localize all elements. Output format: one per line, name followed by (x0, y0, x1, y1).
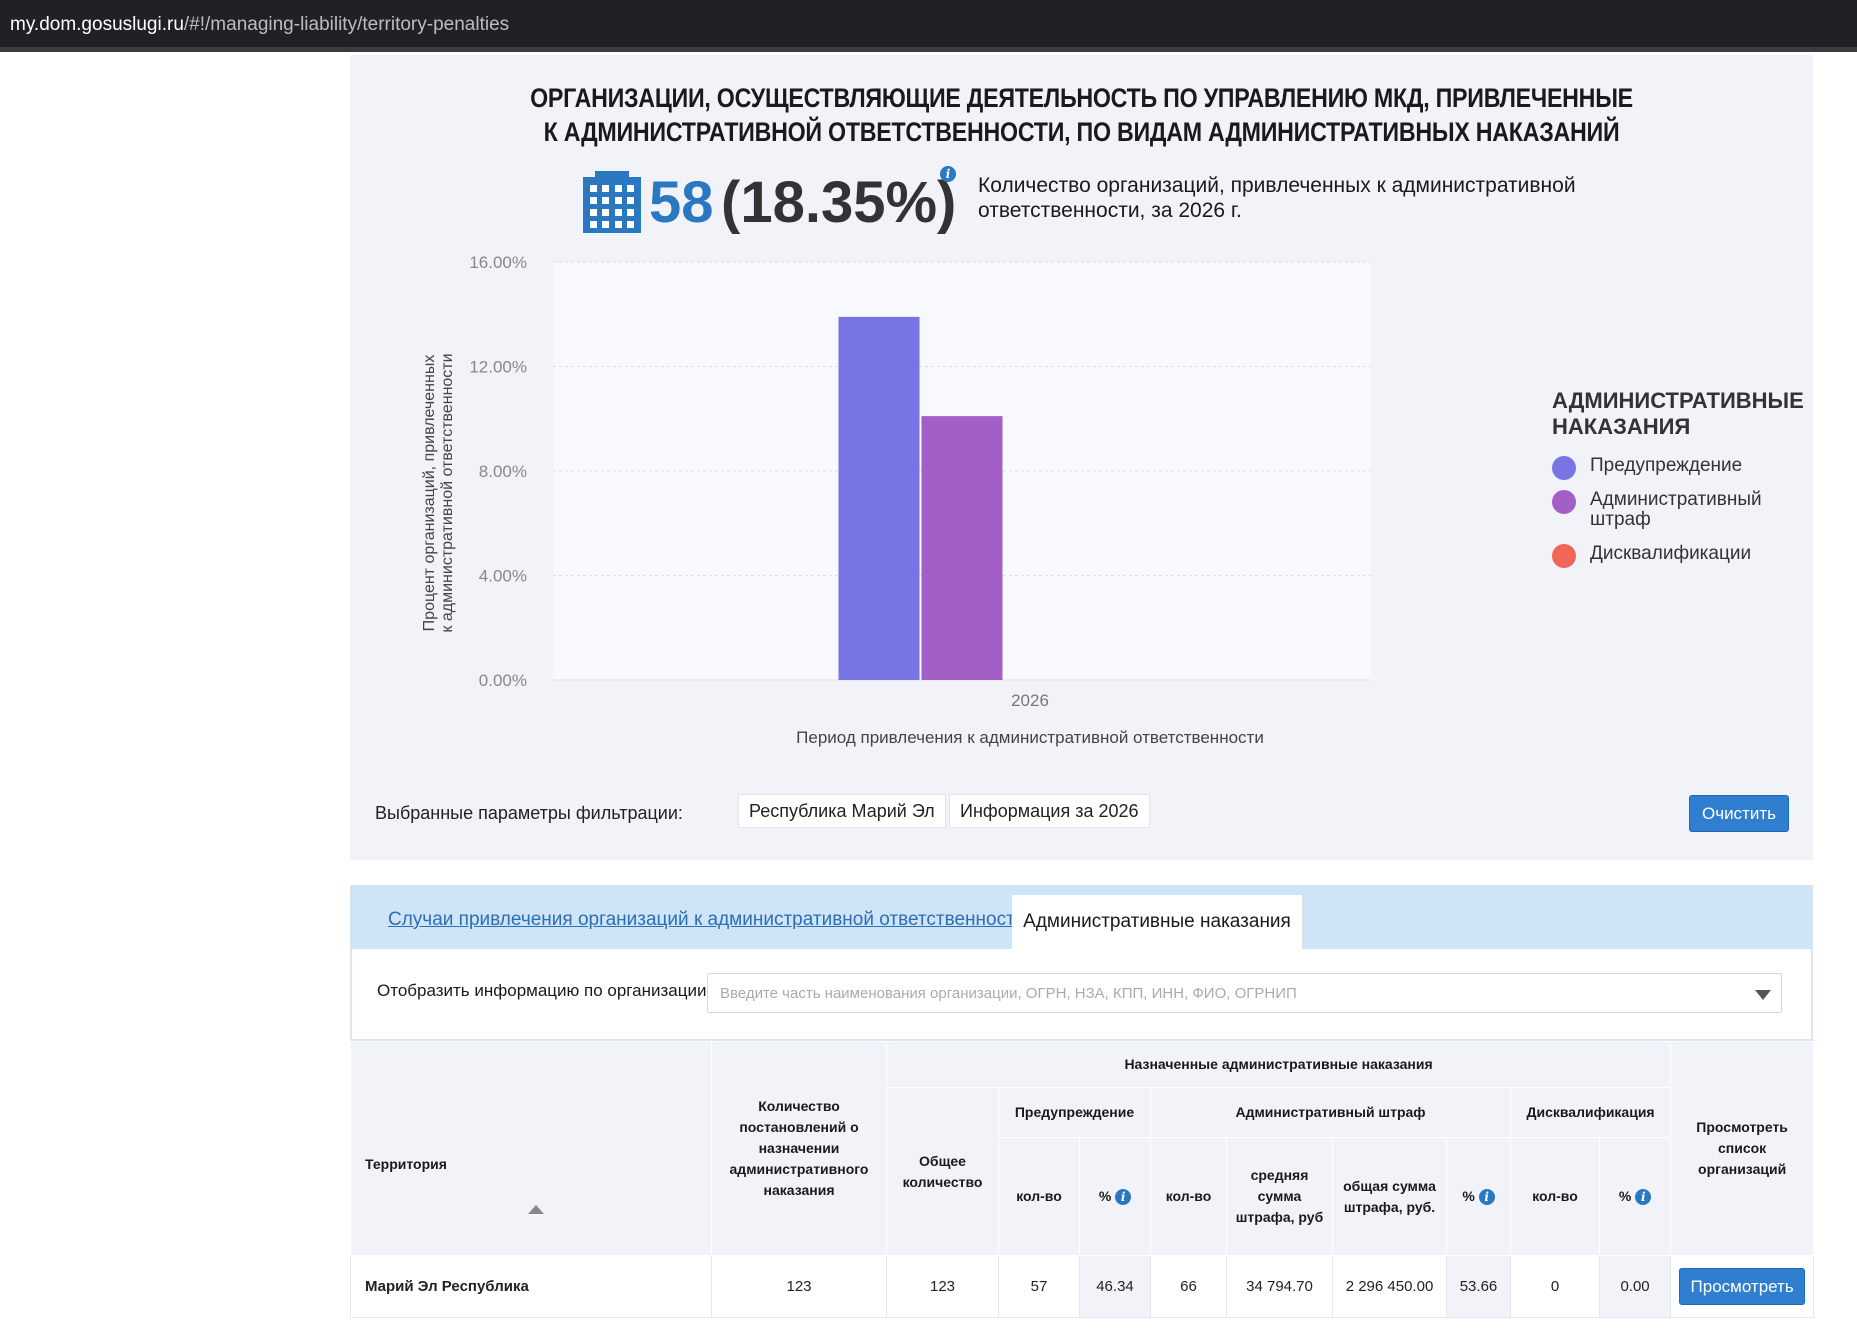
col-header-decisions: Количество постановлений о назначении ад… (711, 1041, 887, 1256)
bar-warning[interactable] (838, 316, 920, 680)
building-icon (583, 171, 641, 233)
view-organizations-button[interactable]: Просмотреть (1679, 1268, 1806, 1305)
url-path: /#!/managing-liability/territory-penalti… (183, 14, 510, 35)
tabs-bar: Случаи привлечения организаций к админис… (350, 885, 1813, 949)
col-header-disqualification: Дисквалификация (1509, 1087, 1672, 1138)
clear-filters-button[interactable]: Очистить (1689, 795, 1789, 832)
bar-fine[interactable] (921, 416, 1003, 680)
y-tick-label: 0.00% (479, 671, 527, 690)
cell-fine-percent: 53.66 (1446, 1255, 1511, 1318)
page-title-line-1: ОРГАНИЗАЦИИ, ОСУЩЕСТВЛЯЮЩИЕ ДЕЯТЕЛЬНОСТЬ… (530, 83, 1633, 113)
penalties-table: Территория Количество постановлений о на… (350, 1041, 1815, 1318)
tab-administrative-penalties[interactable]: Административные наказания (1012, 895, 1302, 949)
x-tick-label: 2026 (1011, 691, 1049, 710)
kpi-description: Количество организаций, привлеченных к а… (978, 174, 1576, 222)
y-axis-label-line-2: к административной ответственности (439, 353, 456, 632)
y-tick-label: 16.00% (469, 253, 527, 272)
legend-title: АДМИНИСТРАТИВНЫЕ НАКАЗАНИЯ (1552, 388, 1812, 440)
col-header-warning-count: кол-во (998, 1137, 1080, 1256)
chart-panel: ОРГАНИЗАЦИИ, ОСУЩЕСТВЛЯЮЩИЕ ДЕЯТЕЛЬНОСТЬ… (350, 55, 1813, 860)
col-header-fine: Административный штраф (1150, 1087, 1511, 1138)
info-icon[interactable]: i (1478, 1189, 1495, 1205)
col-header-fine-avg: средняя сумма штрафа, руб (1226, 1137, 1333, 1256)
kpi-count: 58 (649, 170, 714, 235)
cell-territory: Марий Эл Республика (350, 1255, 712, 1318)
url-domain: my.dom.gosuslugi.ru (10, 14, 184, 35)
filter-chip-year[interactable]: Информация за 2026 (949, 794, 1150, 828)
legend-item-warning[interactable]: Предупреждение (1552, 455, 1812, 480)
chevron-down-icon[interactable] (1755, 990, 1771, 1000)
col-header-warning-percent: % i (1079, 1137, 1151, 1256)
legend-dot-fine (1552, 490, 1576, 514)
cell-view: Просмотреть (1670, 1255, 1815, 1318)
chart-bars (838, 316, 1003, 680)
col-header-fine-count: кол-во (1150, 1137, 1227, 1256)
filter-chip-region[interactable]: Республика Марий Эл (738, 794, 946, 828)
filters-label: Выбранные параметры фильтрации: (375, 803, 683, 823)
legend-label-disqualification: Дисквалификации (1590, 543, 1752, 564)
legend-dot-disqualification (1552, 544, 1576, 568)
cell-fine-count: 66 (1150, 1255, 1227, 1318)
browser-url-bar[interactable]: my.dom.gosuslugi.ru/#!/managing-liabilit… (0, 0, 1857, 52)
cell-total: 123 (886, 1255, 999, 1318)
legend-title-line-2: НАКАЗАНИЯ (1552, 414, 1691, 439)
col-header-fine-total: общая сумма штрафа, руб. (1332, 1137, 1447, 1256)
info-icon[interactable]: i (940, 166, 956, 182)
organization-filter: Отобразить информацию по организации (350, 949, 1813, 1041)
col-header-total: Общее количество (886, 1087, 999, 1256)
cell-warning-percent: 46.34 (1079, 1255, 1151, 1318)
col-header-disq-percent: % i (1598, 1137, 1672, 1256)
y-tick-label: 8.00% (479, 462, 527, 481)
page-title-line-2: К АДМИНИСТРАТИВНОЙ ОТВЕТСТВЕННОСТИ, ПО В… (543, 117, 1620, 147)
kpi-percent: (18.35%) (721, 170, 957, 235)
sort-asc-icon[interactable] (528, 1204, 544, 1214)
x-axis-label: Период привлечения к административной от… (796, 728, 1264, 747)
y-tick-label: 4.00% (479, 567, 527, 586)
cell-warning-count: 57 (998, 1255, 1080, 1318)
legend-dot-warning (1552, 456, 1576, 480)
col-header-warning: Предупреждение (998, 1087, 1151, 1138)
legend-item-disqualification[interactable]: Дисквалификации (1552, 543, 1812, 568)
cell-decisions: 123 (711, 1255, 887, 1318)
legend-label-warning: Предупреждение (1590, 455, 1743, 476)
col-header-assigned-penalties: Назначенные административные наказания (885, 1041, 1672, 1088)
organization-search-input[interactable] (707, 973, 1782, 1013)
y-axis-label-line-1: Процент организаций, привлеченных (421, 355, 438, 632)
y-axis-label: Процент организаций, привлеченных к адми… (421, 353, 456, 632)
disq-percent-label: % (1618, 1188, 1632, 1204)
chart-legend: АДМИНИСТРАТИВНЫЕ НАКАЗАНИЯ Предупреждени… (1552, 388, 1812, 578)
legend-item-fine[interactable]: Административный штраф (1552, 490, 1812, 530)
info-icon[interactable]: i (1635, 1189, 1652, 1205)
page-title: ОРГАНИЗАЦИИ, ОСУЩЕСТВЛЯЮЩИЕ ДЕЯТЕЛЬНОСТЬ… (452, 81, 1710, 149)
col-header-fine-percent: % i (1446, 1137, 1511, 1256)
fine-percent-label: % (1462, 1188, 1475, 1204)
cell-fine-avg: 34 794.70 (1226, 1255, 1333, 1318)
legend-title-line-1: АДМИНИСТРАТИВНЫЕ (1552, 388, 1804, 413)
organization-filter-label: Отобразить информацию по организации (377, 981, 707, 1000)
warning-percent-label: % (1098, 1188, 1112, 1204)
col-header-territory[interactable]: Территория (350, 1041, 712, 1256)
cell-disq-percent: 0.00 (1598, 1255, 1672, 1318)
bar-chart: 0.00% 4.00% 8.00% 12.00% 16.00% 2026 Период … (421, 253, 1371, 747)
info-icon[interactable]: i (1115, 1189, 1132, 1205)
legend-label-fine: Административный штраф (1590, 489, 1762, 530)
chart-y-ticks: 0.00% 4.00% 8.00% 12.00% 16.00% (469, 253, 527, 690)
col-header-territory-label: Территория (365, 1155, 447, 1172)
cell-disq-count: 0 (1510, 1255, 1600, 1318)
col-header-view-list: Просмотреть список организаций (1670, 1041, 1815, 1256)
table-row: Марий Эл Республика 123 123 57 46.34 66 … (350, 1255, 1815, 1318)
col-header-disq-count: кол-во (1510, 1137, 1600, 1256)
y-tick-label: 12.00% (469, 358, 527, 377)
tab-liability-cases[interactable]: Случаи привлечения организаций к админис… (388, 909, 1026, 930)
cell-fine-total: 2 296 450.00 (1332, 1255, 1447, 1318)
